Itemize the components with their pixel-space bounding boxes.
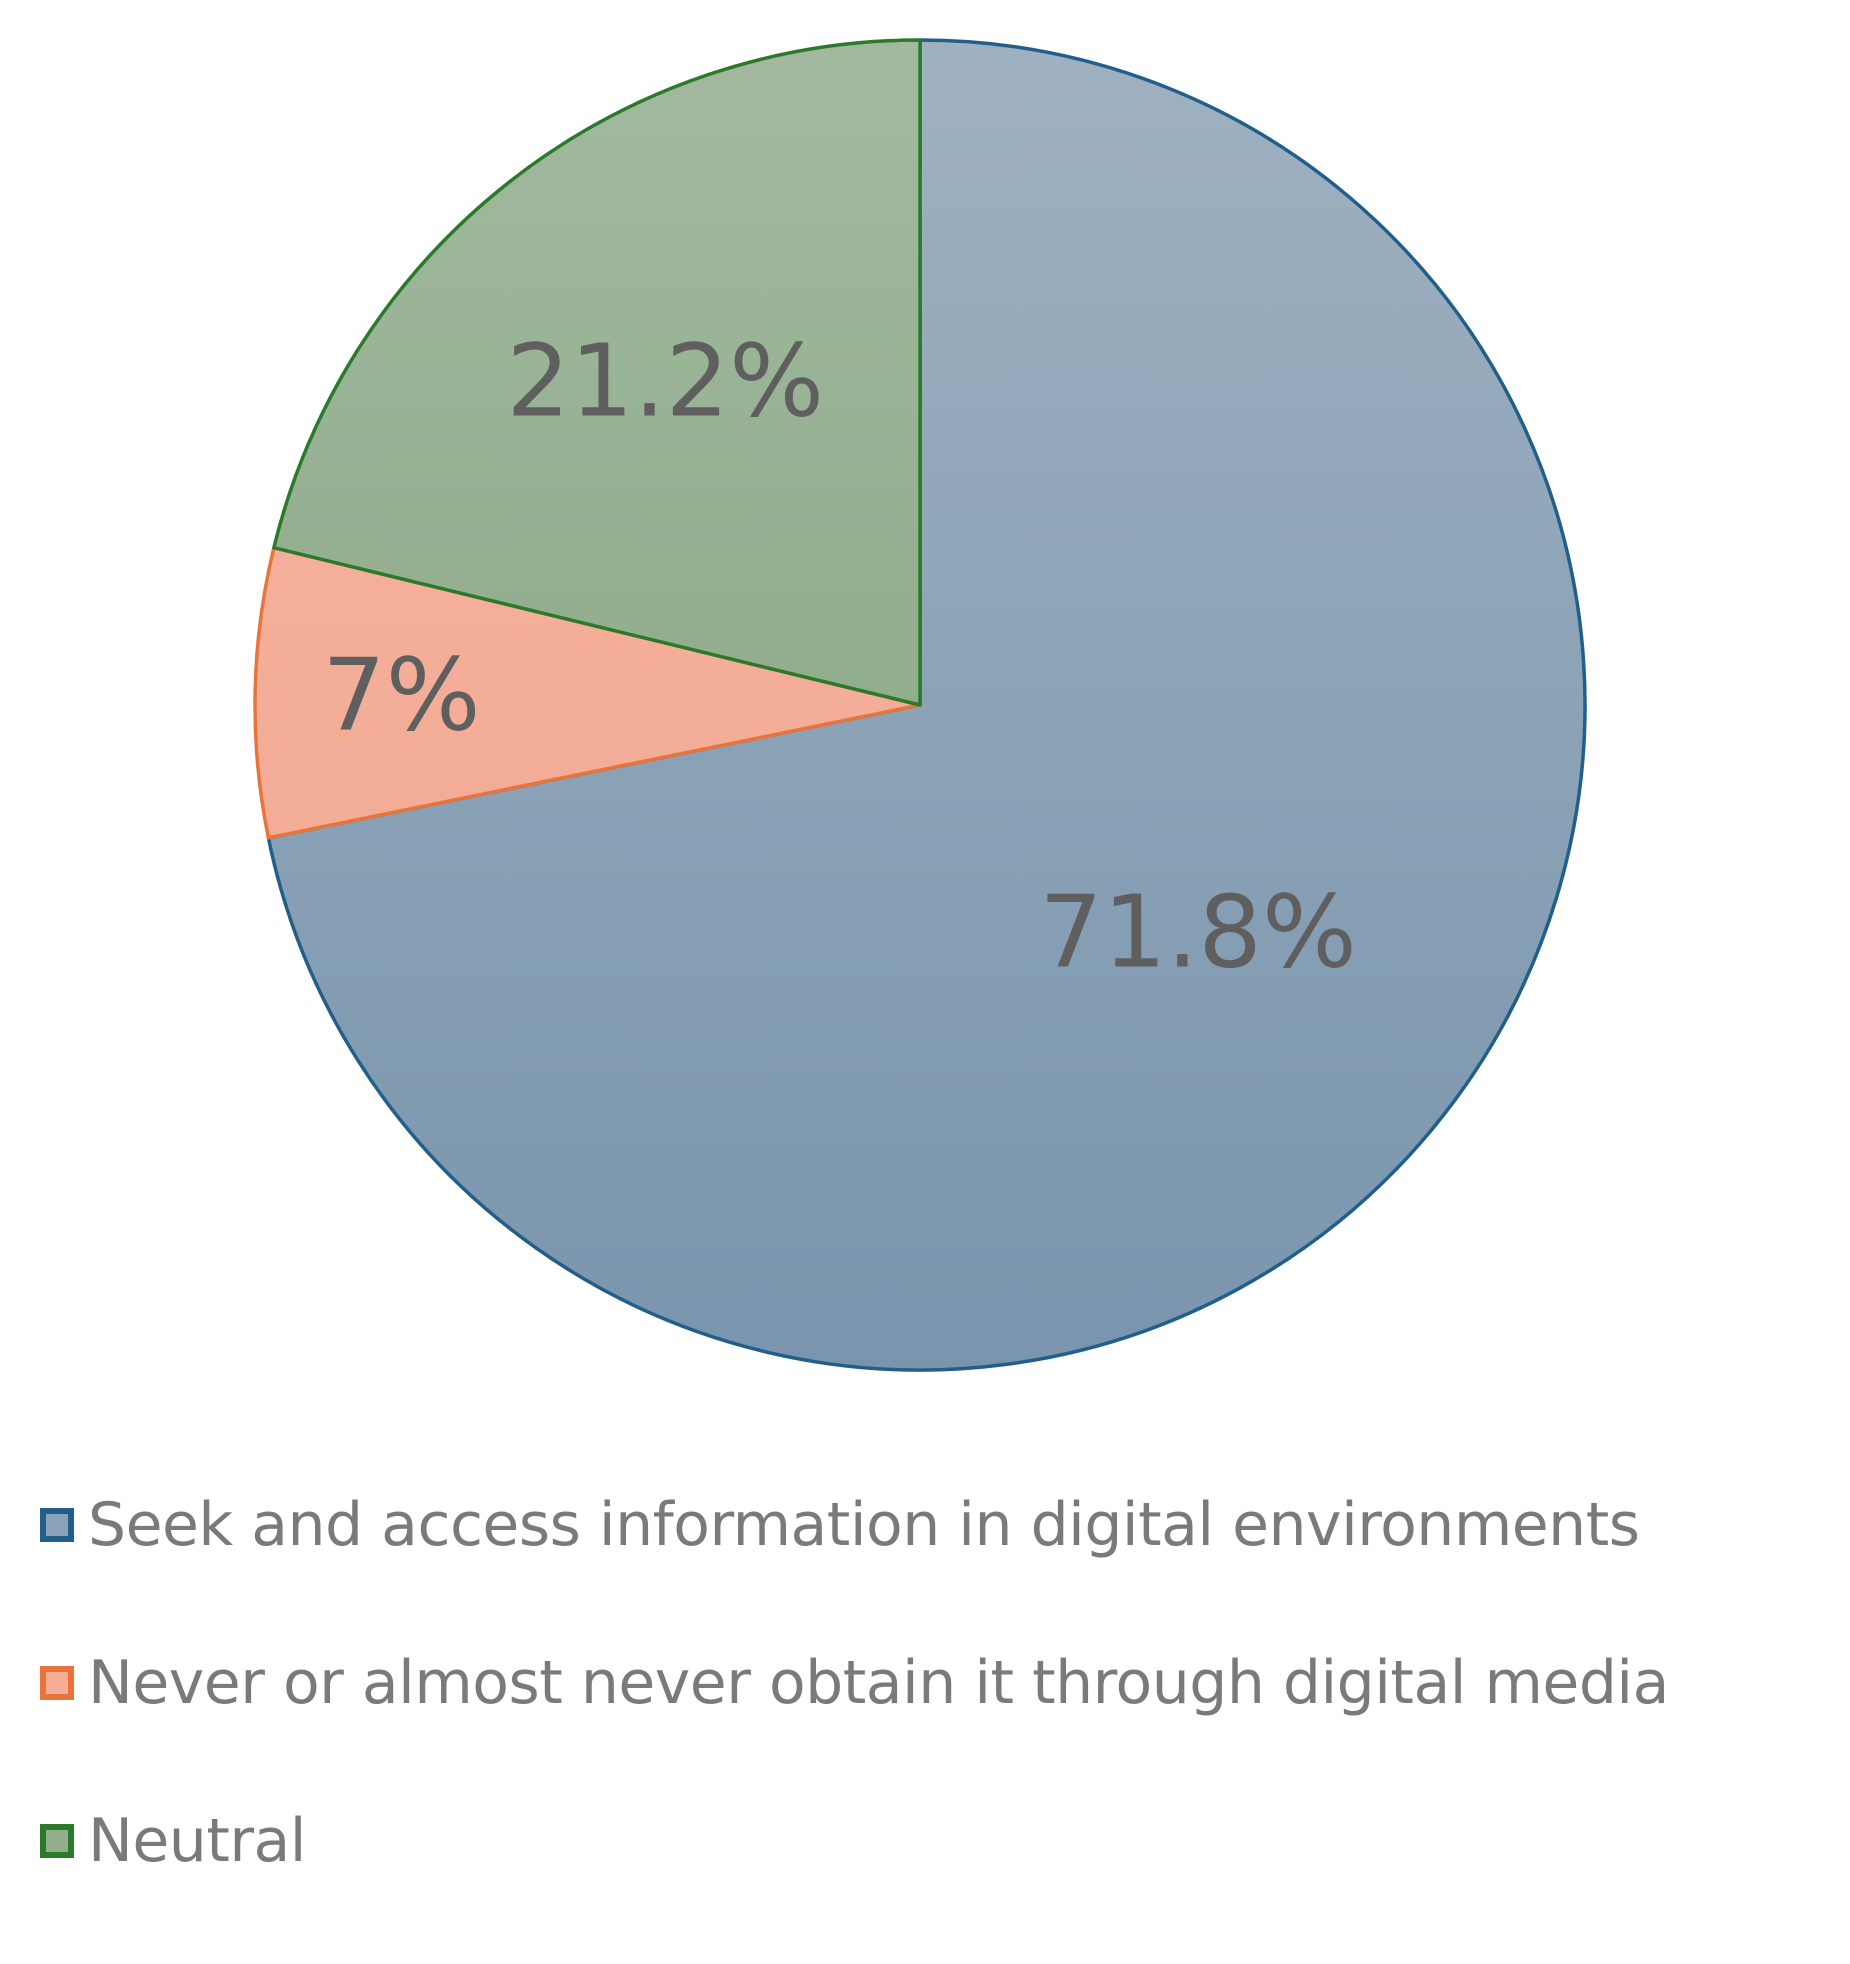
legend-item-never: Never or almost never obtain it through …: [40, 1648, 1669, 1718]
legend-label-never: Never or almost never obtain it through …: [88, 1648, 1669, 1718]
pie-slice-never: [253, 545, 922, 840]
slice-label-neutral: 21.2%: [506, 322, 824, 439]
legend-swatch-seek: [40, 1508, 74, 1542]
pie-slice-neutral: [272, 38, 922, 707]
legend-swatch-never: [40, 1666, 74, 1700]
legend-label-seek: Seek and access information in digital e…: [88, 1490, 1640, 1560]
legend-swatch-neutral: [40, 1824, 74, 1858]
legend-label-neutral: Neutral: [88, 1806, 306, 1876]
slice-label-seek: 71.8%: [1039, 874, 1357, 991]
slice-label-never: 7%: [322, 637, 481, 754]
legend: Seek and access information in digital e…: [40, 1490, 1669, 1964]
pie-slice-seek: [266, 38, 1587, 1372]
legend-item-neutral: Neutral: [40, 1806, 1669, 1876]
pie-chart: 71.8% 7% 21.2%: [253, 38, 1587, 1372]
legend-item-seek: Seek and access information in digital e…: [40, 1490, 1669, 1560]
